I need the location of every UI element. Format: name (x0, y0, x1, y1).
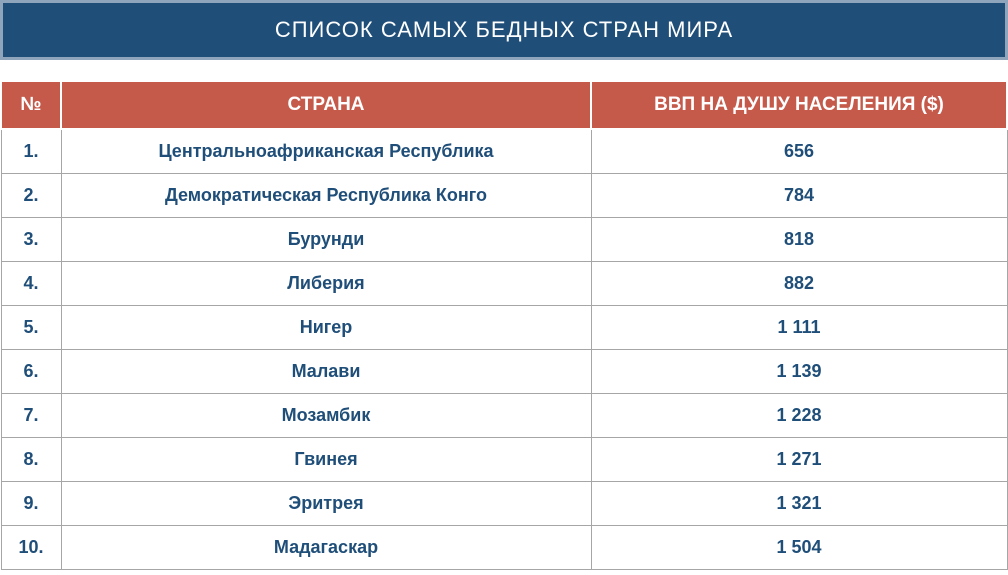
table-row: 6.Малави1 139 (1, 350, 1007, 394)
cell-country: Нигер (61, 306, 591, 350)
table-row: 10.Мадагаскар1 504 (1, 526, 1007, 570)
cell-gdp: 1 504 (591, 526, 1007, 570)
cell-country: Либерия (61, 262, 591, 306)
cell-num: 7. (1, 394, 61, 438)
cell-gdp: 1 111 (591, 306, 1007, 350)
cell-gdp: 818 (591, 218, 1007, 262)
header-gdp: ВВП НА ДУШУ НАСЕЛЕНИЯ ($) (591, 81, 1007, 129)
cell-num: 2. (1, 174, 61, 218)
table-row: 3.Бурунди818 (1, 218, 1007, 262)
table-row: 9.Эритрея1 321 (1, 482, 1007, 526)
cell-gdp: 1 139 (591, 350, 1007, 394)
cell-country: Мозамбик (61, 394, 591, 438)
cell-num: 1. (1, 129, 61, 174)
page-title: СПИСОК САМЫХ БЕДНЫХ СТРАН МИРА (0, 0, 1008, 60)
cell-country: Мадагаскар (61, 526, 591, 570)
cell-gdp: 882 (591, 262, 1007, 306)
cell-num: 9. (1, 482, 61, 526)
cell-gdp: 1 228 (591, 394, 1007, 438)
cell-gdp: 656 (591, 129, 1007, 174)
cell-gdp: 1 321 (591, 482, 1007, 526)
cell-gdp: 784 (591, 174, 1007, 218)
cell-num: 5. (1, 306, 61, 350)
cell-country: Бурунди (61, 218, 591, 262)
cell-num: 4. (1, 262, 61, 306)
header-num: № (1, 81, 61, 129)
cell-country: Малави (61, 350, 591, 394)
table-row: 2.Демократическая Республика Конго784 (1, 174, 1007, 218)
cell-num: 10. (1, 526, 61, 570)
table-row: 4.Либерия882 (1, 262, 1007, 306)
cell-gdp: 1 271 (591, 438, 1007, 482)
table-row: 7.Мозамбик1 228 (1, 394, 1007, 438)
cell-country: Гвинея (61, 438, 591, 482)
countries-table: № СТРАНА ВВП НА ДУШУ НАСЕЛЕНИЯ ($) 1.Цен… (0, 80, 1008, 570)
cell-num: 3. (1, 218, 61, 262)
cell-country: Демократическая Республика Конго (61, 174, 591, 218)
table-row: 1.Центральноафриканская Республика656 (1, 129, 1007, 174)
table-row: 8.Гвинея1 271 (1, 438, 1007, 482)
cell-num: 6. (1, 350, 61, 394)
table-header-row: № СТРАНА ВВП НА ДУШУ НАСЕЛЕНИЯ ($) (1, 81, 1007, 129)
cell-country: Центральноафриканская Республика (61, 129, 591, 174)
header-country: СТРАНА (61, 81, 591, 129)
cell-country: Эритрея (61, 482, 591, 526)
table-row: 5.Нигер1 111 (1, 306, 1007, 350)
cell-num: 8. (1, 438, 61, 482)
